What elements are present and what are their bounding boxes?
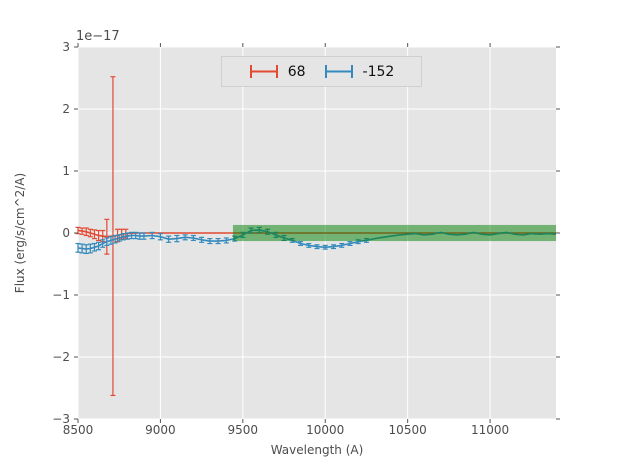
legend-entry: -152 [324,63,395,80]
legend: 68 -152 [221,56,422,87]
legend-label: -152 [362,63,395,80]
errorbar-handle-icon [324,65,353,78]
highlight-band [232,224,556,242]
y-axis-label: Flux (erg/s/cm^2/A) [13,172,27,294]
legend-label: 68 [287,63,306,80]
legend-entry: 68 [249,63,306,80]
errorbar-handle-icon [249,65,278,78]
x-axis-label: Wavelength (A) [270,443,364,457]
